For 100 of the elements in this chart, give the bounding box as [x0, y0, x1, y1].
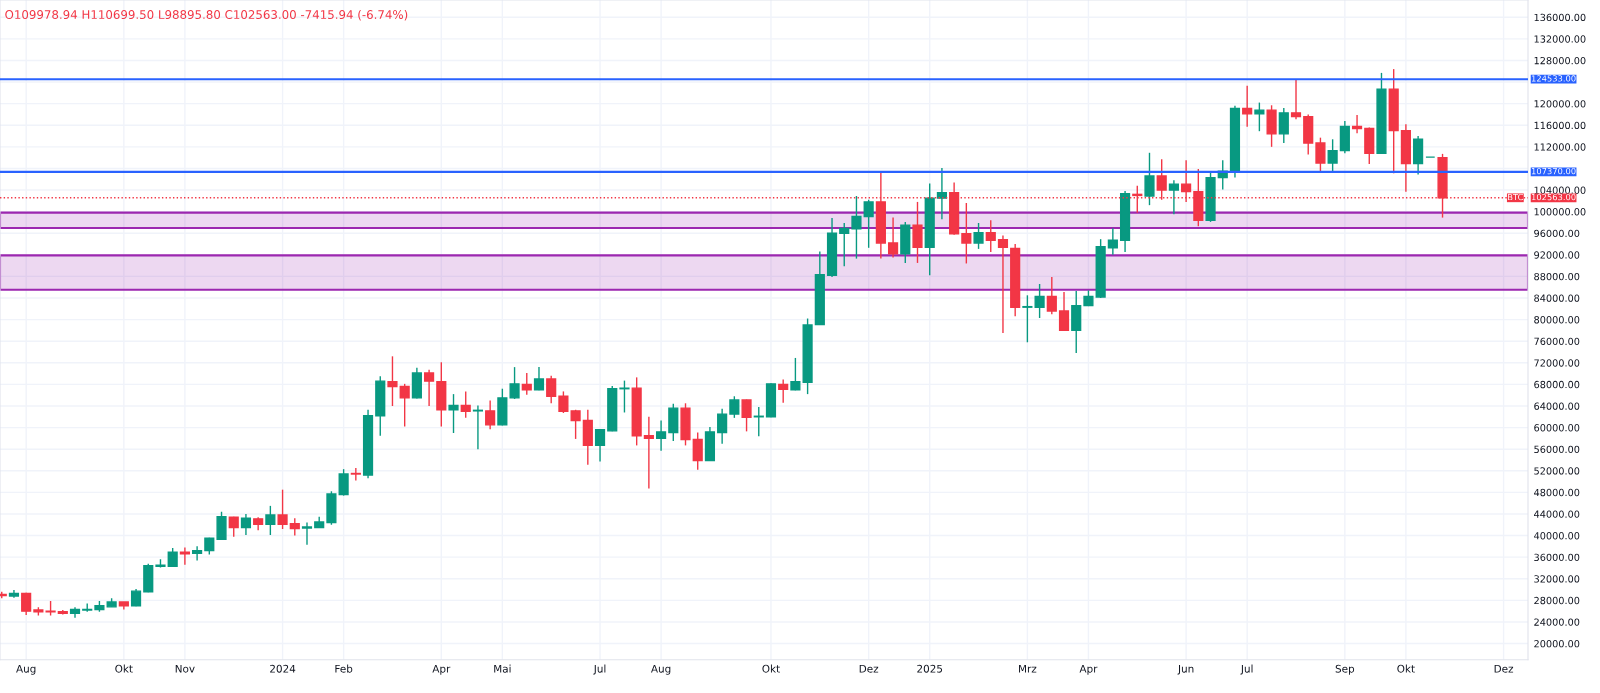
candlestick [1290, 78, 1302, 121]
x-tick-label: Dez [859, 664, 879, 673]
y-tick-label: 68000.00 [1534, 380, 1580, 389]
candlestick [936, 167, 948, 220]
candlestick [973, 222, 984, 250]
y-tick-label: 112000.00 [1534, 143, 1586, 151]
candlestick [985, 219, 996, 253]
x-tick-label: 2025 [917, 664, 943, 673]
x-tick-label: Jul [593, 664, 606, 675]
candlestick [558, 390, 569, 414]
y-tick-label: 24000.00 [1534, 618, 1580, 626]
ref-line-label: 124533.00 [1531, 75, 1576, 82]
candlestick [338, 468, 349, 497]
y-tick-label: 104000.00 [1534, 186, 1586, 194]
text: O109978.94 H110699.50 L98895.80 C102563.00 -7415.94 (-6.74%) [5, 9, 408, 21]
candlestick [851, 195, 862, 260]
y-tick-label: 84000.00 [1534, 294, 1580, 302]
y-tick-label: 32000.00 [1534, 575, 1580, 583]
y-tick-label: 28000.00 [1534, 596, 1580, 605]
x-tick-label: Apr [1079, 664, 1098, 675]
candlestick [643, 416, 654, 490]
x-tick-label: Dez [1494, 664, 1514, 673]
candlestick [655, 419, 667, 452]
y-tick-label: 20000.00 [1534, 640, 1580, 648]
candlestick [399, 383, 410, 428]
candlestick [1254, 101, 1265, 132]
candlestick [1022, 294, 1033, 343]
x-tick-label: Jun [1177, 664, 1194, 675]
candlestick [448, 393, 459, 434]
y-tick-label: 52000.00 [1534, 467, 1580, 475]
candlestick [1046, 276, 1057, 315]
candlestick [1107, 227, 1118, 256]
candlestick [460, 390, 471, 419]
candlestick [912, 201, 923, 264]
candlestick [509, 366, 520, 400]
y-tick-label: 72000.00 [1534, 359, 1580, 367]
ref-line-label: 102563.00 [1531, 193, 1576, 201]
candlestick [216, 511, 227, 541]
y-tick-label: 116000.00 [1534, 121, 1586, 130]
ref-line-label: 107370.00 [1531, 167, 1576, 175]
x-tick-label: Jul [1240, 664, 1253, 675]
candlestick [863, 199, 874, 249]
y-tick-label: 100000.00 [1534, 208, 1586, 216]
candlestick [692, 431, 703, 471]
candlestick [570, 409, 581, 440]
y-tick-label: 136000.00 [1534, 13, 1586, 22]
candlestick [265, 505, 276, 536]
y-tick-label: 56000.00 [1534, 445, 1580, 454]
candlestick [167, 547, 178, 568]
x-tick-label: Okt [762, 664, 780, 673]
y-tick-label: 44000.00 [1534, 510, 1580, 518]
candlestick [594, 428, 606, 463]
candlestick [1168, 179, 1179, 216]
y-tick-label: 128000.00 [1534, 56, 1586, 65]
candlestick [887, 216, 899, 259]
x-tick-label: Sep [1335, 664, 1355, 675]
candlestick [1266, 104, 1277, 148]
candlestick [301, 521, 313, 546]
y-tick-label: 132000.00 [1534, 35, 1586, 43]
candlestick [717, 407, 728, 445]
annotation: BTC [1508, 193, 1523, 201]
candlestick [472, 404, 484, 450]
candlestick [387, 355, 398, 407]
x-tick-label: Apr [432, 664, 451, 675]
candlestick [485, 399, 496, 430]
candlestick [1242, 85, 1253, 128]
candlestick [961, 202, 972, 265]
candlestick [350, 467, 361, 482]
candlestick [997, 234, 1009, 334]
candlestick [729, 395, 740, 419]
candlestick [240, 513, 252, 536]
x-tick-label: Okt [1397, 664, 1415, 673]
y-tick-label: 60000.00 [1534, 424, 1580, 432]
candlestick [424, 369, 435, 407]
y-tick-label: 36000.00 [1534, 553, 1580, 561]
candlestick [619, 379, 630, 414]
x-tick-label: Okt [115, 664, 133, 673]
candlestick [521, 372, 532, 396]
candlestick [546, 375, 557, 404]
candlestick [790, 357, 801, 392]
x-tick-label: Mrz [1019, 664, 1037, 673]
candlestick [741, 398, 752, 433]
y-tick-label: 40000.00 [1534, 532, 1580, 540]
x-tick-label: 2024 [270, 664, 296, 673]
y-tick-label: 80000.00 [1534, 316, 1580, 324]
y-tick-label: 76000.00 [1534, 337, 1580, 346]
candlestick [839, 222, 850, 267]
x-tick-label: Mai [494, 664, 511, 673]
x-tick-label: Nov [175, 664, 195, 673]
y-tick-label: 88000.00 [1534, 272, 1580, 281]
candlestick [1278, 107, 1289, 144]
y-tick-label: 48000.00 [1534, 488, 1580, 497]
y-tick-label: 96000.00 [1534, 229, 1580, 238]
y-tick-label: 64000.00 [1534, 402, 1580, 410]
x-tick-label: Aug [651, 664, 671, 675]
x-tick-label: Aug [16, 664, 36, 675]
candlestick [1315, 136, 1326, 173]
candlestick [1034, 283, 1045, 319]
candlestick [1058, 291, 1070, 332]
candlestick [1144, 152, 1155, 206]
